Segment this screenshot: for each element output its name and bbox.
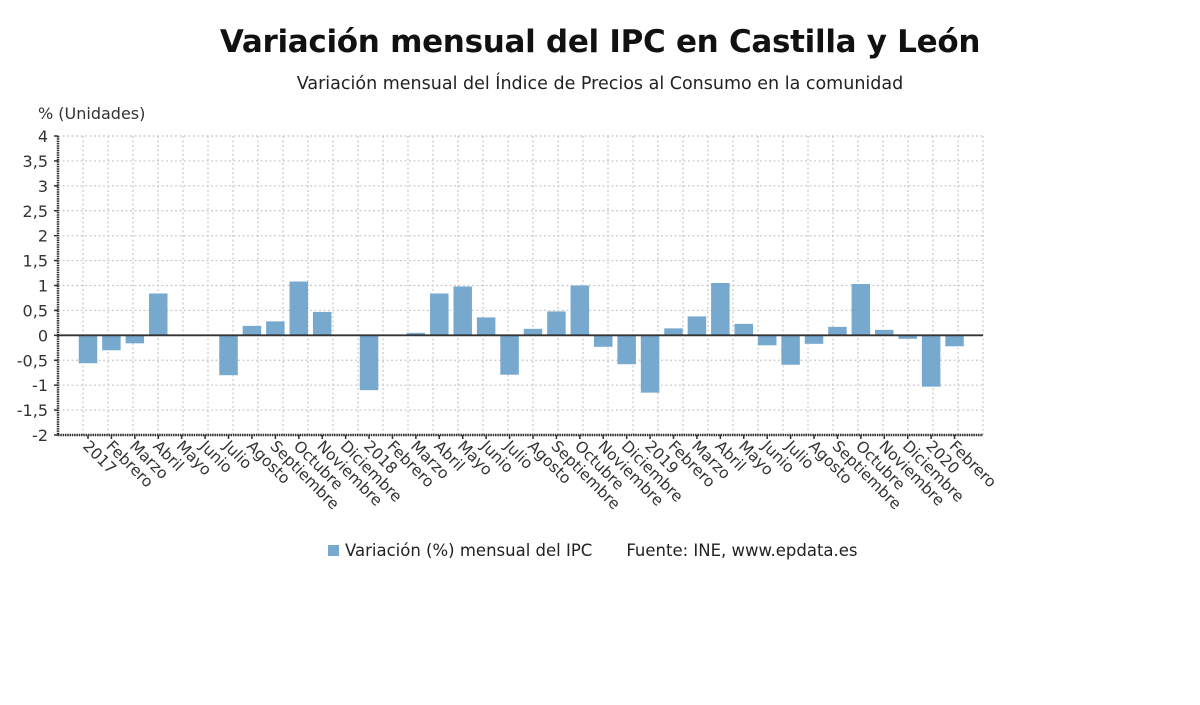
bar [711, 283, 730, 336]
y-tick-label: 2 [38, 227, 48, 246]
y-axis-label: % (Unidades) [38, 104, 146, 123]
chart-subtitle: Variación mensual del Índice de Precios … [296, 74, 904, 94]
bar [219, 335, 238, 376]
y-tick-label: 1 [38, 277, 48, 296]
x-tick-labels: 2017FebreroMarzoAbrilMayoJunioJulioAgost… [79, 436, 1000, 513]
bar [898, 335, 917, 339]
y-tick-label: -2 [32, 426, 48, 445]
bars [78, 281, 964, 393]
axes [54, 135, 983, 439]
bar [921, 335, 941, 387]
gridlines [58, 135, 984, 436]
bar [593, 335, 613, 347]
source-note: Fuente: INE, www.epdata.es [626, 541, 858, 560]
bar [781, 335, 800, 365]
bar [804, 335, 824, 344]
bar [828, 326, 847, 336]
y-tick-label: 0 [38, 326, 48, 345]
bar [289, 281, 309, 336]
y-tick-label: 3 [38, 177, 48, 196]
legend-swatch [328, 545, 339, 556]
bar [547, 311, 566, 336]
chart-title: Variación mensual del IPC en Castilla y … [219, 24, 981, 60]
y-tick-label: -0,5 [17, 351, 48, 370]
bar [851, 284, 871, 336]
y-tick-label: 3,5 [23, 152, 48, 171]
bar [687, 316, 707, 336]
bar [312, 311, 332, 336]
bar [523, 328, 543, 336]
y-tick-label: 2,5 [23, 202, 48, 221]
y-tick-label: 4 [38, 127, 48, 146]
legend: Variación (%) mensual del IPC Fuente: IN… [328, 541, 858, 560]
bar [359, 335, 379, 391]
bar [406, 332, 426, 336]
bar [640, 335, 660, 393]
y-tick-labels: 4 3,5 3 2,5 2 1,5 1 0,5 0 -0,5 -1 -1,5 -2 [17, 127, 48, 445]
bar [78, 335, 98, 364]
bar [476, 317, 496, 336]
bar [266, 321, 285, 336]
y-tick-label: 0,5 [23, 301, 48, 320]
bar [570, 285, 590, 336]
y-tick-label: -1 [32, 376, 48, 395]
bar [102, 335, 121, 351]
bar [500, 335, 519, 375]
legend-label: Variación (%) mensual del IPC [345, 541, 593, 560]
bar [664, 328, 683, 336]
y-tick-label: -1,5 [17, 401, 48, 420]
bar [734, 323, 754, 336]
bar [242, 325, 262, 336]
bar [430, 293, 449, 336]
bar [757, 335, 777, 346]
y-tick-label: 1,5 [23, 252, 48, 271]
bar [149, 293, 168, 336]
bar [945, 335, 964, 347]
bar [453, 286, 472, 336]
bar [875, 329, 894, 336]
bar [125, 335, 145, 344]
bar [617, 335, 636, 365]
